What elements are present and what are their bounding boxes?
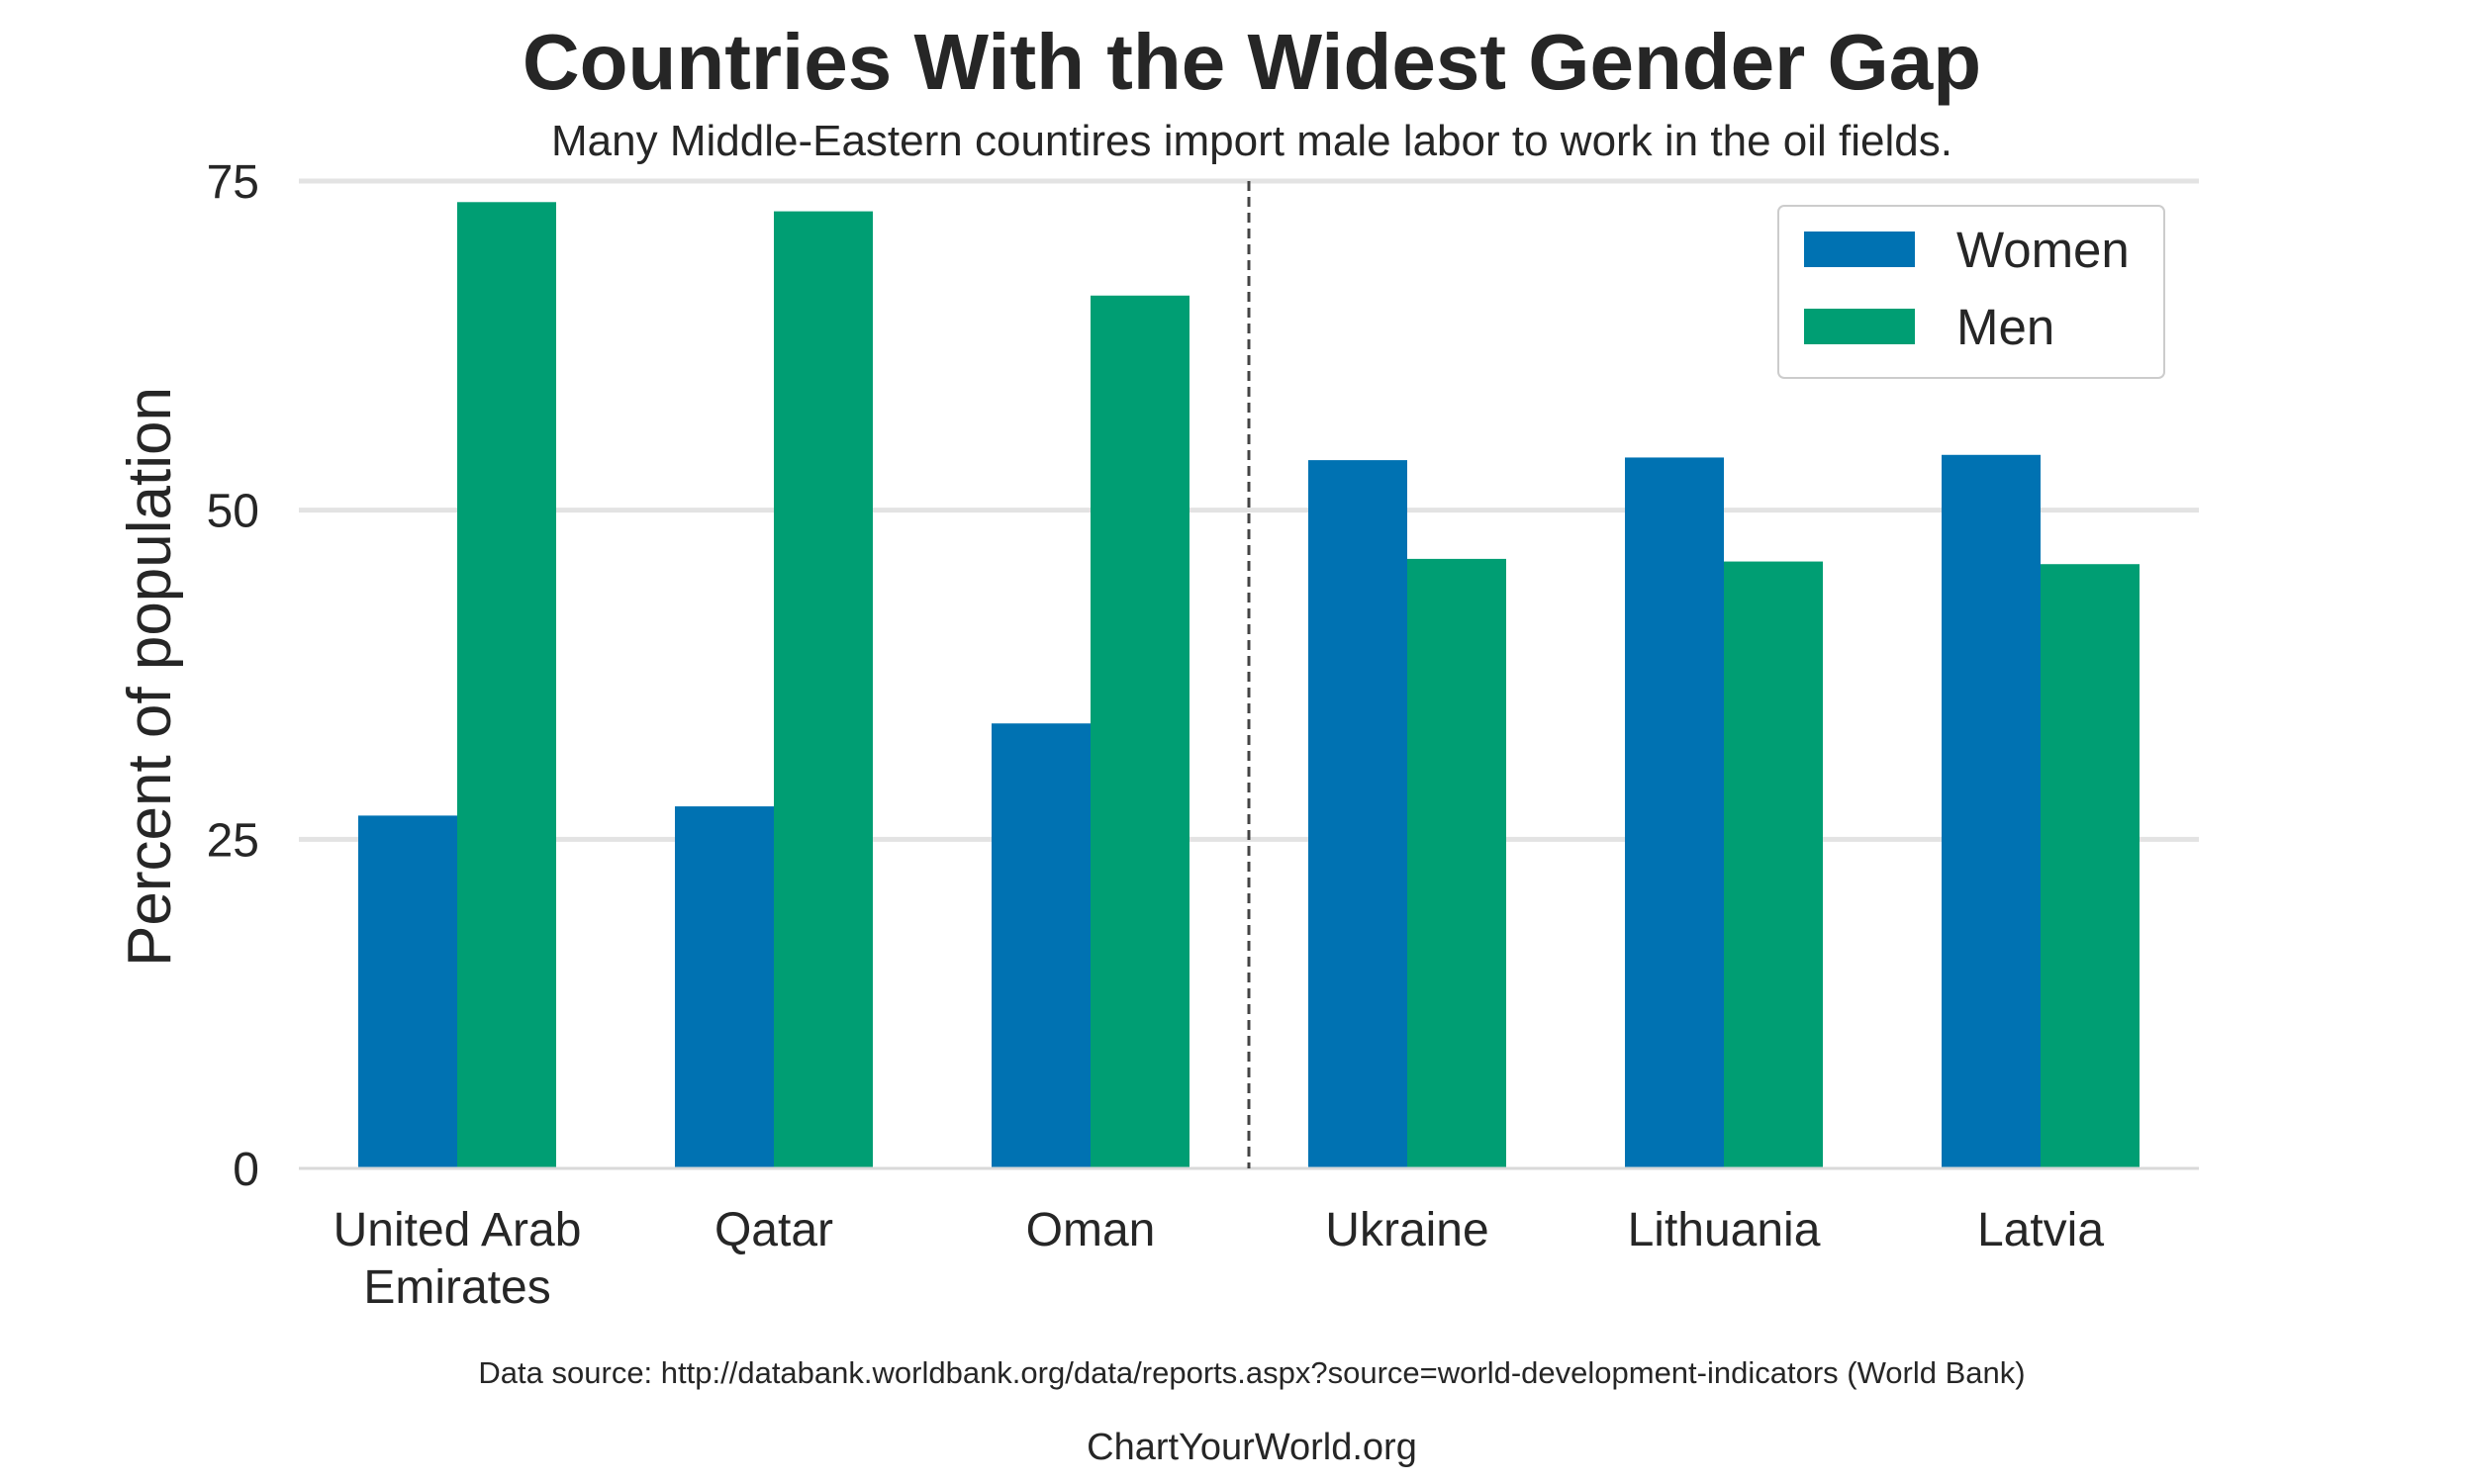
bar-men bbox=[1091, 295, 1189, 1168]
bar-men bbox=[2041, 564, 2140, 1168]
bar-men bbox=[1724, 561, 1823, 1168]
x-tick-label: Ukraine bbox=[1325, 1204, 1488, 1256]
y-tick-label: 0 bbox=[233, 1144, 259, 1196]
bar-women bbox=[1308, 460, 1407, 1168]
bar-women bbox=[1625, 457, 1724, 1168]
bar-men bbox=[774, 211, 873, 1168]
x-tick-label: United Arab bbox=[333, 1204, 582, 1256]
bar-men bbox=[1407, 558, 1506, 1168]
y-tick-label: 75 bbox=[207, 156, 259, 209]
legend: Women Men bbox=[1777, 205, 2165, 379]
chart-subtitle: Many Middle-Eastern countires import mal… bbox=[551, 117, 1952, 165]
bars bbox=[358, 202, 2140, 1169]
legend-label-women: Women bbox=[1956, 222, 2130, 278]
legend-swatch-men bbox=[1804, 309, 1915, 344]
source-note: Data source: http://databank.worldbank.o… bbox=[478, 1355, 2025, 1390]
y-tick-label: 25 bbox=[207, 814, 259, 867]
x-tick-label: Lithuania bbox=[1628, 1204, 1821, 1256]
y-axis-label: Percent of population bbox=[116, 387, 184, 967]
bar-women bbox=[358, 815, 457, 1168]
x-tick-label: Qatar bbox=[714, 1204, 833, 1256]
x-tick-label: Latvia bbox=[1977, 1204, 2104, 1256]
bar-women bbox=[1942, 454, 2041, 1168]
y-tick-label: 50 bbox=[207, 486, 259, 538]
bar-men bbox=[457, 202, 556, 1169]
x-tick-label: Oman bbox=[1026, 1204, 1156, 1256]
legend-swatch-women bbox=[1804, 232, 1915, 267]
bar-women bbox=[675, 806, 774, 1168]
x-tick-label: Emirates bbox=[363, 1261, 550, 1314]
chart-title: Countries With the Widest Gender Gap bbox=[523, 18, 1981, 106]
credit-text: ChartYourWorld.org bbox=[1087, 1427, 1417, 1468]
bar-women bbox=[992, 723, 1091, 1168]
legend-label-men: Men bbox=[1956, 299, 2054, 355]
